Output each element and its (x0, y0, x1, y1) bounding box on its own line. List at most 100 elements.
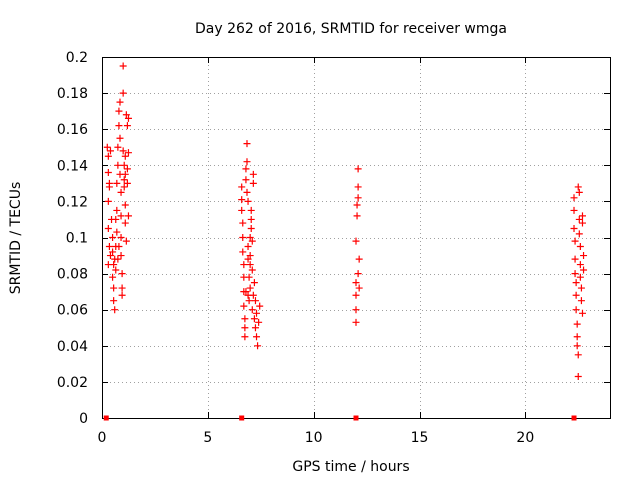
data-point (355, 255, 363, 263)
data-point (242, 288, 250, 296)
data-point (114, 143, 122, 151)
data-point (113, 206, 121, 214)
data-point (352, 306, 360, 314)
data-point (123, 165, 131, 173)
x-tick-label: 15 (411, 430, 429, 446)
data-point (248, 306, 256, 314)
data-point (577, 297, 585, 305)
data-point (575, 230, 583, 238)
data-point (578, 219, 586, 227)
data-point (352, 279, 360, 287)
data-point (246, 234, 254, 241)
data-point (119, 62, 127, 70)
data-point (121, 170, 129, 178)
data-point (247, 224, 255, 232)
data-point (573, 342, 581, 350)
zero-marker (571, 415, 577, 421)
zero-marker (353, 415, 359, 421)
data-point (247, 206, 255, 214)
data-point (114, 161, 122, 169)
data-point (249, 170, 257, 178)
x-tick-label: 0 (98, 430, 107, 446)
data-point (353, 212, 361, 220)
data-point (241, 315, 249, 323)
data-point (124, 114, 132, 122)
data-point (124, 149, 132, 157)
data-point (120, 176, 128, 184)
data-point (115, 243, 123, 251)
data-point (119, 89, 127, 97)
data-point (118, 291, 126, 299)
data-point (121, 201, 129, 209)
y-tick-label: 0.06 (57, 303, 88, 319)
data-point (571, 255, 579, 263)
data-point (249, 291, 257, 299)
data-point (570, 194, 578, 202)
data-point (117, 252, 125, 260)
data-point (576, 273, 584, 281)
y-tick-label: 0.18 (57, 86, 88, 102)
data-point (246, 261, 254, 269)
data-point (106, 147, 114, 155)
data-point (573, 333, 581, 341)
data-point (244, 255, 252, 263)
y-tick-label: 0.02 (57, 375, 88, 391)
data-point (104, 197, 112, 205)
marker-layer (103, 415, 577, 421)
data-point (570, 206, 578, 214)
data-point (113, 179, 121, 187)
data-point (115, 107, 123, 115)
data-point (241, 324, 249, 332)
data-point (118, 284, 126, 292)
data-point (123, 179, 131, 187)
y-tick-label: 0.12 (57, 194, 88, 210)
data-point (110, 297, 118, 305)
data-point (248, 266, 256, 274)
data-point (250, 279, 258, 287)
y-tick-label: 0 (79, 411, 88, 427)
data-point (245, 273, 253, 281)
data-point (104, 169, 112, 177)
data-point (574, 372, 582, 380)
y-tick-label: 0.04 (57, 339, 88, 355)
data-point (352, 237, 360, 245)
data-point (123, 122, 131, 130)
tick-layer: 0 5 10 15 20 0 0.02 0.04 0.06 0.08 0.1 0.12 0.14 0.16… (57, 50, 610, 446)
data-point (239, 234, 247, 241)
data-point (105, 179, 113, 187)
data-point (238, 196, 246, 204)
data-point (246, 252, 254, 260)
zero-marker (239, 415, 245, 421)
data-point (578, 309, 586, 317)
data-point (105, 243, 113, 251)
data-point (572, 291, 580, 299)
data-point (109, 248, 117, 256)
data-point (354, 194, 362, 202)
y-tick-label: 0.16 (57, 122, 88, 138)
points-layer (103, 62, 588, 380)
data-point (577, 284, 585, 292)
data-point (243, 158, 251, 166)
data-point (106, 252, 114, 260)
data-point (121, 219, 129, 227)
data-point (119, 147, 127, 155)
data-point (578, 212, 586, 220)
data-point (354, 165, 362, 173)
data-point (124, 212, 132, 220)
data-point (116, 98, 124, 106)
data-point (122, 237, 130, 245)
data-point (104, 224, 112, 232)
data-point (243, 188, 251, 196)
x-tick-label: 10 (305, 430, 323, 446)
data-point (244, 197, 252, 205)
data-point (256, 302, 264, 310)
data-point (251, 324, 259, 332)
data-point (250, 315, 258, 323)
data-point (245, 297, 253, 305)
data-point (247, 215, 255, 223)
data-point (240, 261, 248, 269)
data-point (574, 183, 582, 191)
data-point (576, 261, 584, 269)
x-tick-label: 20 (516, 430, 534, 446)
data-point (118, 270, 126, 278)
